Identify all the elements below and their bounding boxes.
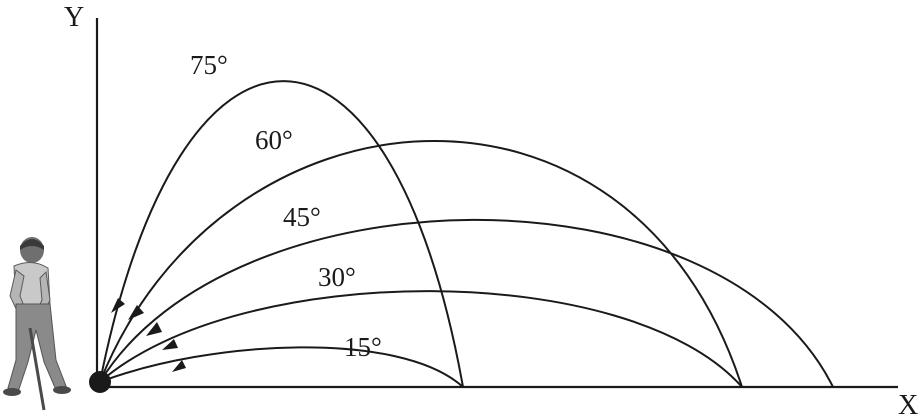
trajectory-75-arrow (111, 298, 125, 313)
trajectory-60-label: 60° (255, 125, 293, 155)
trajectory-60: 60° (99, 125, 743, 388)
trajectory-75: 75° (99, 50, 464, 388)
trajectory-75-label: 75° (190, 50, 228, 80)
trajectory-30-label: 30° (318, 262, 356, 292)
trajectory-45-label: 45° (283, 202, 321, 232)
trajectory-30: 30° (99, 262, 743, 388)
x-axis-label: X (898, 390, 918, 419)
trajectory-15-path (99, 346, 464, 388)
trajectory-45: 45° (99, 202, 834, 388)
trajectory-45-path (99, 218, 834, 388)
trajectory-30-arrow (162, 339, 178, 350)
y-axis-label: Y (64, 2, 84, 33)
trajectory-15: 15° (99, 332, 464, 388)
trajectory-30-path (99, 290, 743, 388)
trajectory-15-arrow (172, 360, 186, 372)
trajectory-60-path (99, 140, 743, 388)
trajectory-15-label: 15° (344, 332, 382, 362)
golfer-figure (3, 237, 71, 411)
trajectory-75-path (99, 80, 464, 388)
trajectory-60-arrow (128, 305, 144, 320)
trajectory-45-arrow (146, 322, 162, 336)
ball (89, 371, 111, 393)
